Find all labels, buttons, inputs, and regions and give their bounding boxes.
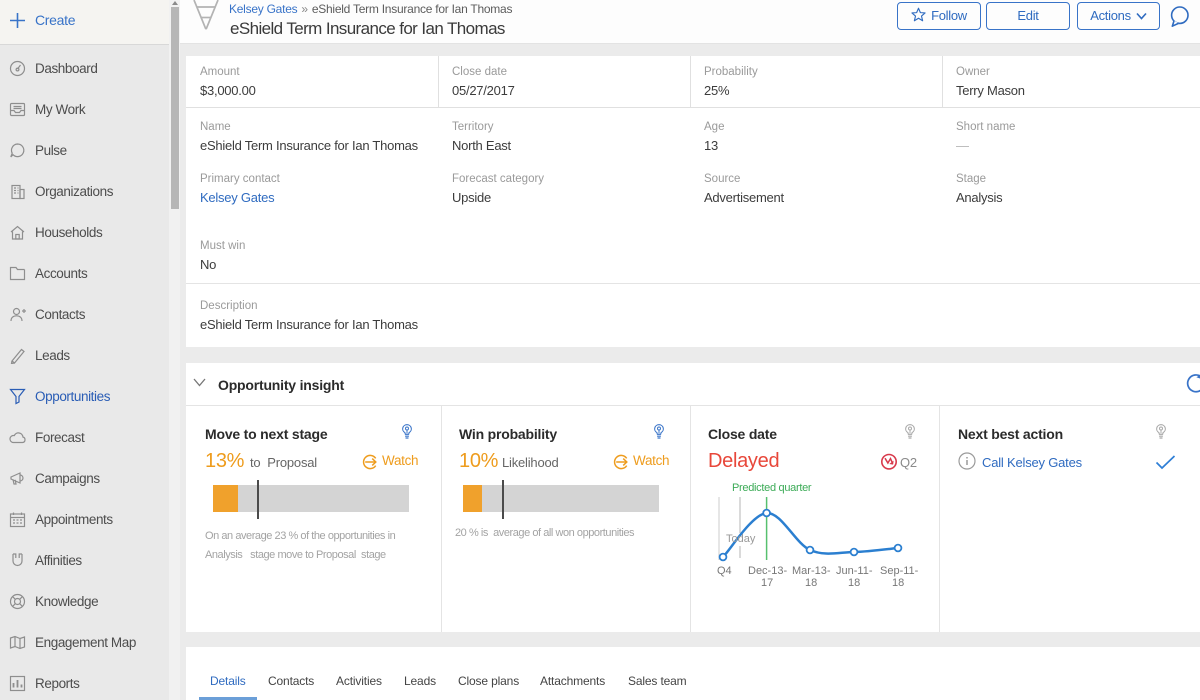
svg-text:Jun-11-: Jun-11- [836,565,873,577]
svg-text:Sep-11-: Sep-11- [880,565,919,577]
svg-text:Today: Today [726,533,756,545]
svg-text:Predicted quarter: Predicted quarter [732,482,812,494]
svg-text:Q4: Q4 [717,565,732,577]
svg-text:Dec-13-: Dec-13- [748,565,787,577]
svg-text:18: 18 [805,577,817,589]
svg-text:17: 17 [761,577,773,589]
svg-text:Mar-13-: Mar-13- [792,565,831,577]
svg-text:18: 18 [892,577,904,589]
svg-text:18: 18 [848,577,860,589]
